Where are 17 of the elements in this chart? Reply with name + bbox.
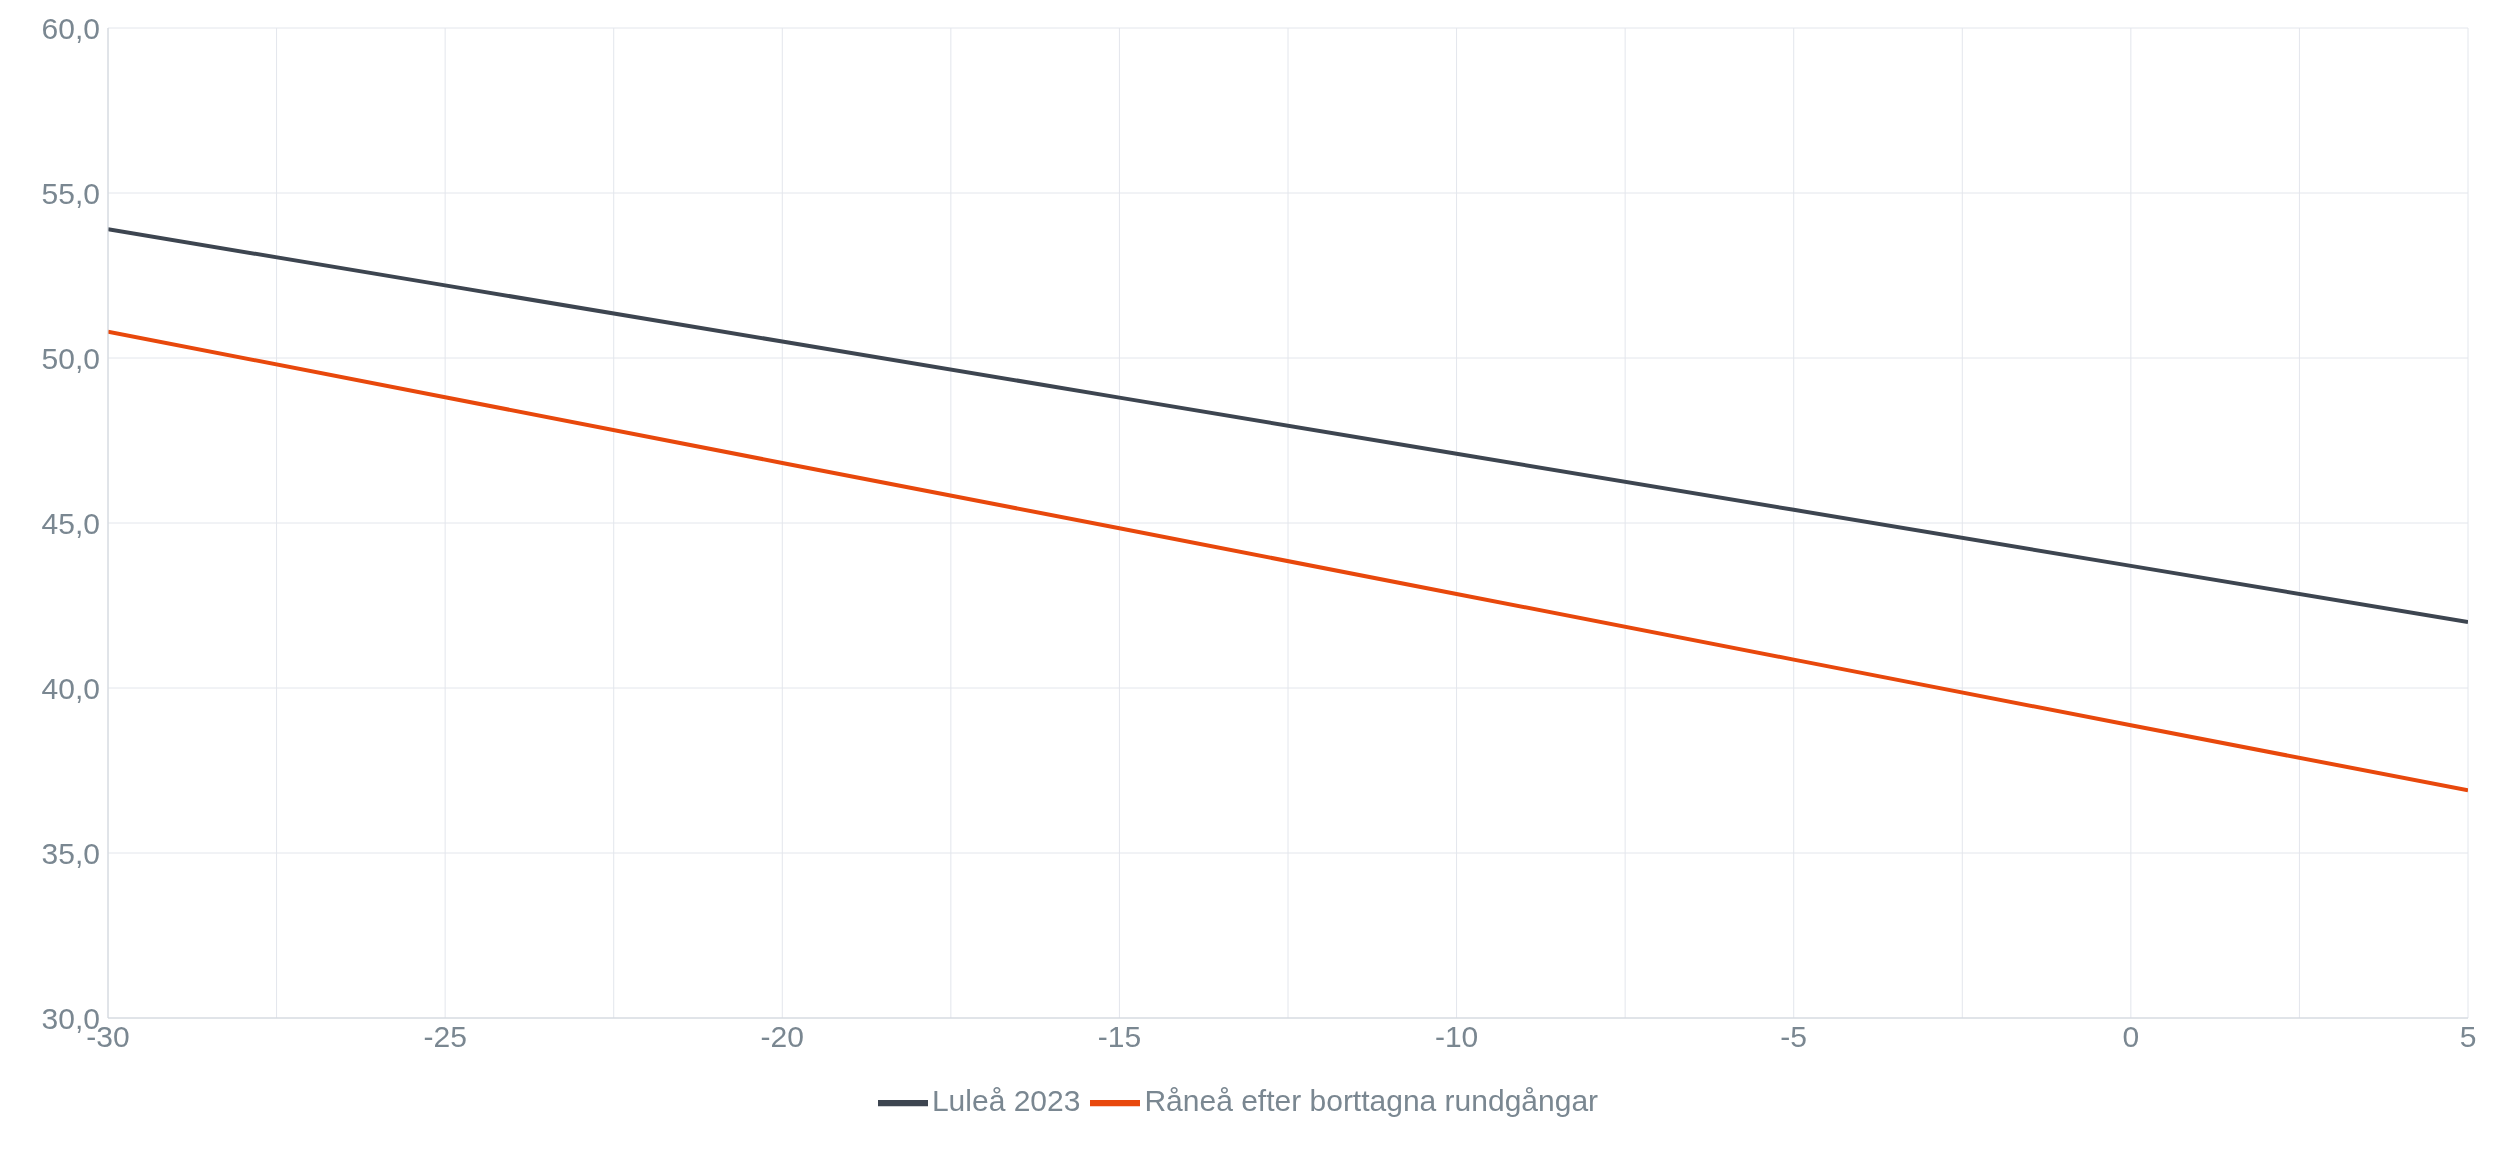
y-tick-label: 45,0 <box>41 506 100 540</box>
y-tick-label: 35,0 <box>41 836 100 870</box>
x-tick-label: -20 <box>760 1020 804 1054</box>
x-tick-label: 0 <box>2122 1020 2140 1054</box>
x-tick-label: -25 <box>423 1020 467 1054</box>
legend-label: Råneå efter borttagna rundgångar <box>1144 1083 1599 1117</box>
y-tick-label: 40,0 <box>41 671 100 705</box>
x-tick-label: 5 <box>2459 1020 2477 1054</box>
x-tick-label: -15 <box>1097 1020 1142 1054</box>
y-tick-label: 60,0 <box>41 11 100 45</box>
x-tick-label: -10 <box>1434 1020 1479 1054</box>
legend-label: Luleå 2023 <box>931 1083 1081 1117</box>
x-tick-label: -5 <box>1780 1020 1808 1054</box>
y-tick-label: 55,0 <box>41 176 100 210</box>
line-series <box>108 329 2468 793</box>
line-series <box>108 227 2468 624</box>
y-tick-label: 50,0 <box>41 341 100 375</box>
